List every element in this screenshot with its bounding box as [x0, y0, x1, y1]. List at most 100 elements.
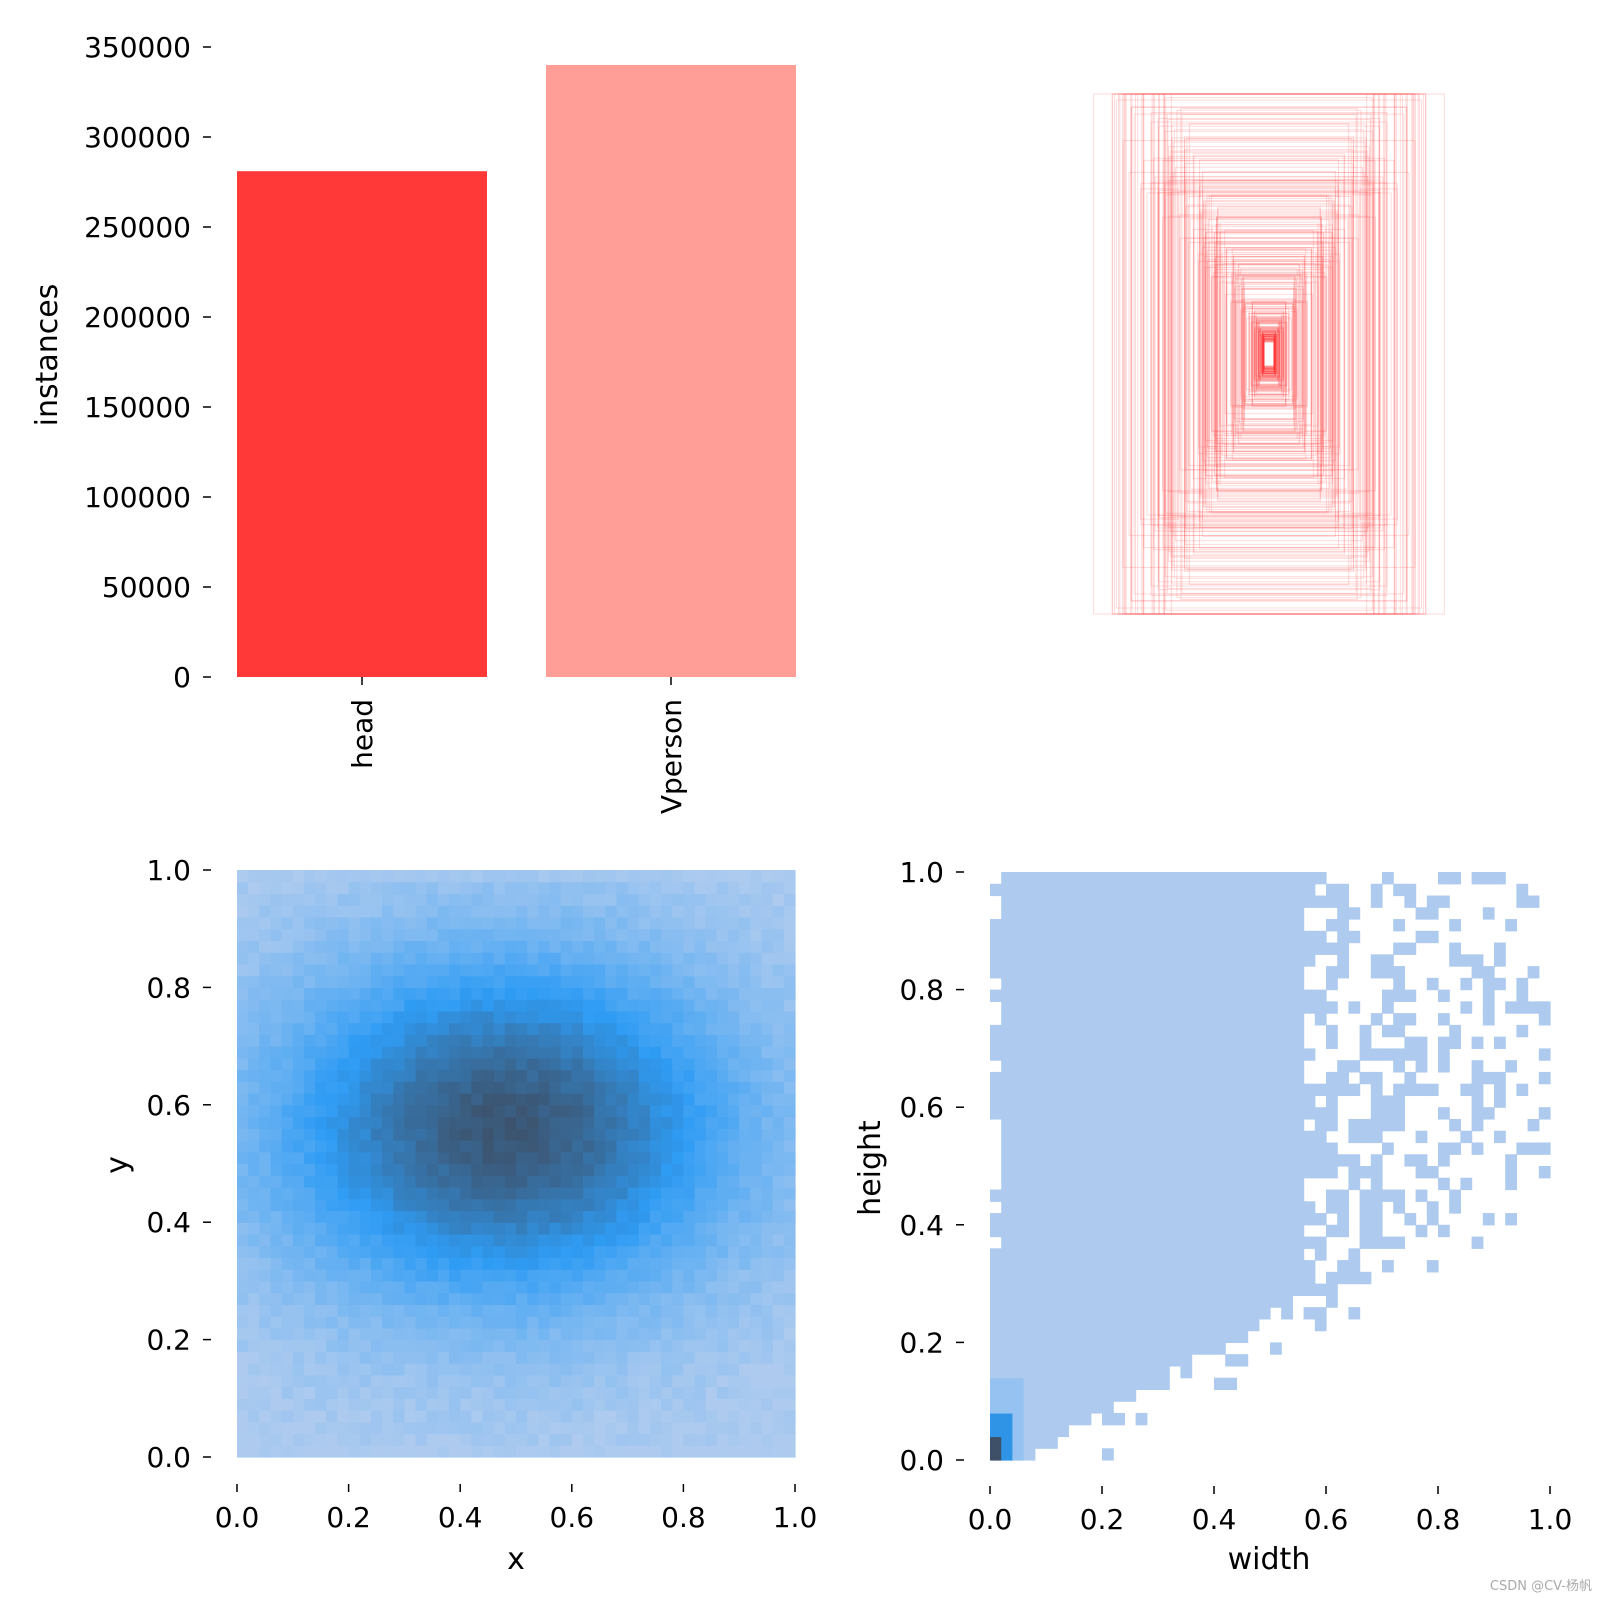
wh-cell [1303, 1048, 1316, 1061]
bar-x-tick-label: Vperson [655, 699, 688, 814]
xy-cell [649, 1316, 662, 1329]
wh-cell [1370, 1095, 1383, 1108]
wh-cell [1057, 1142, 1069, 1155]
xy-cell [370, 1186, 383, 1200]
wh-cell [1001, 1166, 1013, 1179]
xy-cell [772, 1151, 785, 1165]
wh-cell [1482, 1213, 1495, 1226]
xy-cell [649, 999, 662, 1012]
xy-cell [739, 1210, 751, 1223]
xy-cell [404, 1104, 417, 1118]
xy-cell [739, 1175, 751, 1188]
wh-cell [1247, 1260, 1260, 1273]
xy-cell [348, 1104, 361, 1118]
xy-cell [270, 1269, 283, 1282]
label-box [1185, 205, 1353, 503]
xy-cell [382, 963, 394, 977]
label-box [1236, 274, 1302, 434]
wh-cell [1236, 1107, 1249, 1120]
wh-cell [990, 1448, 1002, 1461]
xy-cell [549, 1351, 562, 1364]
wh-cell [1012, 1142, 1025, 1155]
xy-cell [649, 963, 662, 977]
wh-cell [1370, 1107, 1383, 1120]
xy-cell [270, 1410, 283, 1423]
label-box [1158, 93, 1380, 615]
xy-cell [783, 905, 796, 918]
xy-cell [326, 1093, 339, 1106]
xy-cell [571, 881, 584, 895]
xy-cell [638, 1410, 651, 1423]
wh-cell [1113, 1354, 1125, 1367]
xy-cell [370, 1363, 383, 1376]
wh-y-tick-label: 0.8 [899, 974, 944, 1007]
xy-cell [672, 1128, 684, 1141]
wh-cell [1146, 1071, 1159, 1085]
xy-cell [627, 1363, 640, 1376]
xy-cell [516, 1410, 528, 1423]
xy-cell [582, 1010, 595, 1024]
label-box [1243, 288, 1295, 420]
xy-cell [627, 1104, 640, 1118]
label-box [1221, 251, 1317, 457]
xy-cell [482, 1445, 495, 1458]
xy-cell [683, 1116, 696, 1129]
label-box [1167, 146, 1371, 562]
wh-cell [1438, 1142, 1450, 1155]
xy-cell [728, 1257, 740, 1270]
wh-cell [1270, 919, 1282, 932]
xy-cell [281, 1421, 294, 1435]
wh-cell [1001, 1001, 1013, 1014]
label-box [1240, 308, 1298, 400]
wh-cell [1180, 1013, 1193, 1026]
xy-cell [627, 1186, 640, 1200]
xy-cell [326, 1316, 339, 1329]
xy-cell [672, 916, 684, 930]
xy-cell [705, 1410, 718, 1423]
xy-cell [594, 1280, 606, 1294]
xy-cell [337, 975, 350, 988]
xy-cell [292, 999, 305, 1012]
wh-cell [1494, 977, 1506, 991]
wh-cell [1225, 1048, 1237, 1061]
xy-cell [538, 1351, 551, 1364]
wh-cell [1146, 907, 1159, 920]
xy-cell [571, 1151, 584, 1165]
wh-cell [1090, 1177, 1103, 1191]
wh-cell [1314, 1142, 1327, 1155]
wh-cell [1023, 1107, 1036, 1120]
wh-cell [1281, 1248, 1293, 1261]
xy-cell [683, 1069, 696, 1082]
wh-cell [1471, 1071, 1484, 1085]
wh-cell [1281, 1154, 1293, 1167]
xy-cell [326, 1010, 339, 1024]
xy-y-tick-label: 0.0 [146, 1441, 191, 1474]
xy-cell [750, 1186, 763, 1200]
wh-cell [1012, 1024, 1025, 1038]
wh-cell [1068, 872, 1081, 885]
xy-cell [739, 1280, 751, 1294]
xy-cell [527, 1022, 539, 1035]
xy-cell [259, 881, 272, 895]
wh-cell [1281, 1118, 1293, 1132]
xy-cell [404, 1069, 417, 1082]
xy-cell [728, 940, 740, 953]
xy-cell [627, 1222, 640, 1235]
wh-cell [1012, 942, 1025, 955]
wh-cell [1113, 930, 1125, 944]
label-box [1262, 340, 1276, 368]
wh-cell [1001, 1271, 1013, 1285]
xy-cell [393, 1351, 405, 1364]
wh-cell [1270, 1060, 1282, 1073]
wh-cell [1135, 1248, 1148, 1261]
xy-cell [281, 1363, 294, 1376]
xy-cell [370, 1057, 383, 1071]
label-box [1150, 182, 1388, 526]
xy-cell [415, 1304, 428, 1317]
xy-cell [761, 1222, 774, 1235]
wh-cell [1057, 1424, 1069, 1438]
wh-cell [1057, 1107, 1069, 1120]
xy-cell [270, 1093, 283, 1106]
wh-cell [1314, 1107, 1327, 1120]
wh-cell [1281, 1060, 1293, 1073]
